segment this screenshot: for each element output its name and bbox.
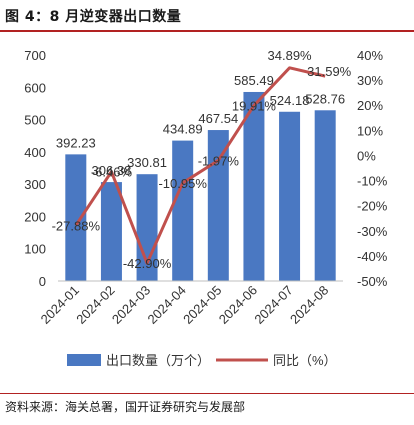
y-left-tick-label: 0 [39, 274, 46, 289]
chart: 0 100 200 300 400 500 600 700 -50% -40% -30% -20% -1… [24, 48, 388, 368]
y-left-tick-label: 200 [24, 209, 46, 224]
bar-2024-08 [314, 110, 336, 281]
source-divider [0, 393, 414, 394]
line-data-label: -27.88% [52, 218, 101, 233]
y-left-tick-label: 600 [24, 80, 46, 95]
bar-data-label: 585.49 [234, 73, 274, 88]
y-left-tick-label: 100 [24, 242, 46, 257]
x-tick-label: 2024-01 [38, 283, 82, 327]
bar-2024-01 [65, 154, 87, 281]
bar-data-label: 434.89 [163, 122, 203, 137]
x-tick-label: 2024-06 [216, 283, 260, 327]
x-tick-label: 2024-08 [287, 283, 331, 327]
source-note: 资料来源：海关总署，国开证券研究与发展部 [5, 400, 246, 414]
y-right-tick-label: -50% [357, 274, 388, 289]
line-data-label: -42.90% [123, 256, 172, 271]
y-right-tick-label: 10% [357, 123, 383, 138]
bar-2024-07 [279, 111, 301, 281]
y-left-tick-label: 700 [24, 48, 46, 63]
y-right-tick-label: -20% [357, 199, 388, 214]
y-right-tick-label: 20% [357, 98, 383, 113]
y-right-tick-label: -40% [357, 249, 388, 264]
line-data-label: -10.95% [158, 176, 207, 191]
bar-2024-05 [207, 130, 229, 281]
x-tick-label: 2024-03 [109, 283, 153, 327]
legend-line-label: 同比（%） [273, 353, 337, 368]
y-left-tick-label: 400 [24, 145, 46, 160]
line-data-label: 31.59% [307, 64, 352, 79]
legend-bar-swatch [67, 354, 101, 366]
title-divider [0, 30, 414, 32]
bar-data-label: 524.18 [270, 93, 310, 108]
y-right-tick-label: -10% [357, 174, 388, 189]
legend-bar-label: 出口数量（万个） [106, 353, 210, 368]
bar-2024-06 [243, 91, 265, 282]
line-data-label: -6.46% [91, 165, 133, 180]
x-tick-label: 2024-02 [73, 283, 117, 327]
bar-data-label: 330.81 [127, 155, 167, 170]
line-data-label: 34.89% [268, 48, 313, 63]
y-left-tick-label: 500 [24, 113, 46, 128]
bar-data-label: 306.38 [92, 163, 132, 178]
bar-data-label: 392.23 [56, 135, 96, 150]
x-tick-label: 2024-04 [144, 283, 188, 327]
y-right-tick-label: -30% [357, 224, 388, 239]
y-right-tick-label: 30% [357, 73, 383, 88]
x-tick-label: 2024-07 [251, 283, 295, 327]
chart-title: 图 4：8 月逆变器出口数量 [5, 9, 182, 25]
yoy-line [74, 66, 326, 265]
y-left-tick-label: 300 [24, 177, 46, 192]
bar-2024-02 [100, 182, 122, 281]
line-data-label: -1.97% [198, 153, 240, 168]
bar-data-label: 467.54 [198, 111, 238, 126]
bar-data-label: 528.76 [305, 91, 345, 106]
x-tick-label: 2024-05 [180, 283, 224, 327]
line-data-label: 19.91% [232, 98, 277, 113]
y-right-tick-label: 0% [357, 148, 376, 163]
bar-2024-04 [172, 140, 194, 281]
y-right-tick-label: 40% [357, 48, 383, 63]
